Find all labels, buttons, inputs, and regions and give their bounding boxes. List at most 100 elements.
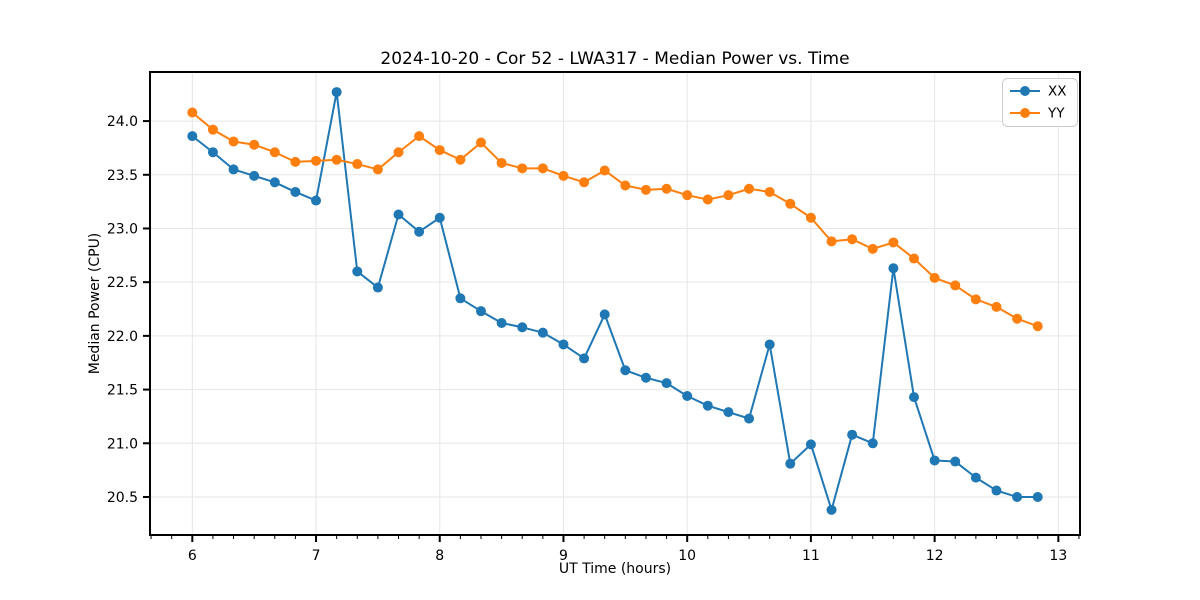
legend-label-xx: XX — [1048, 84, 1067, 100]
data-point-xx — [970, 472, 981, 483]
data-point-yy — [414, 131, 425, 142]
axes-frame — [149, 71, 1081, 536]
y-tick-label: 20.5 — [107, 490, 138, 506]
x-tick-label: 8 — [435, 548, 444, 564]
data-point-yy — [187, 107, 198, 118]
y-tick-label: 22.0 — [107, 329, 138, 345]
data-point-xx — [950, 456, 961, 467]
data-point-xx — [991, 485, 1002, 496]
data-point-xx — [372, 282, 383, 293]
data-point-xx — [661, 378, 672, 389]
data-point-xx — [475, 306, 486, 317]
data-point-yy — [867, 243, 878, 254]
data-point-xx — [764, 339, 775, 350]
data-point-xx — [187, 131, 198, 142]
data-point-xx — [847, 429, 858, 440]
data-point-xx — [929, 455, 940, 466]
x-tick-label: 10 — [678, 548, 696, 564]
data-point-yy — [290, 156, 301, 167]
data-point-yy — [496, 157, 507, 168]
y-tick-label: 24.0 — [107, 114, 138, 130]
data-point-xx — [785, 458, 796, 469]
grid-layer — [150, 72, 1080, 535]
data-point-yy — [434, 145, 445, 156]
data-point-yy — [991, 301, 1002, 312]
x-tick-label: 6 — [188, 548, 197, 564]
data-point-yy — [620, 180, 631, 191]
x-tick-label: 7 — [312, 548, 321, 564]
data-point-yy — [970, 294, 981, 305]
data-point-xx — [331, 87, 342, 98]
legend-marker-xx — [1020, 86, 1030, 96]
data-point-yy — [764, 186, 775, 197]
data-point-yy — [269, 147, 280, 158]
data-point-yy — [228, 136, 239, 147]
data-point-xx — [228, 164, 239, 175]
data-point-yy — [372, 164, 383, 175]
chart-title: 2024-10-20 - Cor 52 - LWA317 - Median Po… — [380, 49, 849, 69]
data-point-yy — [393, 147, 404, 158]
data-point-yy — [909, 253, 920, 264]
y-tick-label: 23.5 — [107, 168, 138, 184]
data-point-yy — [331, 154, 342, 165]
data-point-xx — [414, 226, 425, 237]
data-point-xx — [434, 212, 445, 223]
data-point-xx — [867, 438, 878, 449]
data-point-xx — [640, 372, 651, 383]
data-point-xx — [558, 339, 569, 350]
data-point-xx — [290, 186, 301, 197]
data-point-yy — [558, 170, 569, 181]
data-point-yy — [805, 212, 816, 223]
series-line-yy — [191, 111, 1039, 328]
data-point-yy — [744, 183, 755, 194]
data-point-yy — [785, 198, 796, 209]
data-point-yy — [599, 165, 610, 176]
data-point-xx — [909, 392, 920, 403]
data-point-xx — [826, 504, 837, 515]
data-point-yy — [352, 159, 363, 170]
legend-marker-yy — [1020, 108, 1030, 118]
data-point-xx — [207, 147, 218, 158]
x-axis-label: UT Time (hours) — [559, 561, 671, 577]
data-point-yy — [847, 234, 858, 245]
x-tick-label: 13 — [1049, 548, 1067, 564]
data-point-yy — [455, 154, 466, 165]
data-point-xx — [393, 209, 404, 220]
data-point-xx — [537, 327, 548, 338]
data-point-xx — [269, 177, 280, 188]
data-point-xx — [249, 170, 260, 181]
data-point-xx — [455, 293, 466, 304]
data-point-xx — [599, 309, 610, 320]
series-layer — [187, 87, 1043, 515]
y-axis-label: Median Power (CPU) — [87, 233, 103, 375]
data-point-xx — [888, 263, 899, 274]
data-point-yy — [682, 190, 693, 201]
y-tick-label: 21.5 — [107, 383, 138, 399]
x-tick-label: 12 — [926, 548, 944, 564]
data-point-yy — [207, 124, 218, 135]
data-point-xx — [517, 322, 528, 333]
tick-layer: 6 7 8 9 10 11 12 13 20.5 21.0 21.5 22.0 22.5 23.0 23.5… — [107, 114, 1080, 564]
data-point-yy — [702, 194, 713, 205]
data-point-yy — [723, 190, 734, 201]
y-tick-label: 22.5 — [107, 275, 138, 291]
x-tick-label: 11 — [802, 548, 820, 564]
data-point-yy — [311, 155, 322, 166]
data-point-yy — [579, 177, 590, 188]
data-point-xx — [1012, 491, 1023, 502]
data-point-yy — [661, 183, 672, 194]
data-point-yy — [537, 163, 548, 174]
data-point-yy — [950, 280, 961, 291]
legend-label-yy: YY — [1047, 106, 1065, 122]
data-point-yy — [640, 184, 651, 195]
y-tick-label: 21.0 — [107, 436, 138, 452]
series-line-xx — [191, 91, 1039, 511]
data-point-yy — [475, 137, 486, 148]
x-tick-label: 9 — [559, 548, 568, 564]
data-point-yy — [929, 272, 940, 283]
data-point-xx — [723, 407, 734, 418]
data-point-xx — [744, 413, 755, 424]
data-point-xx — [682, 391, 693, 402]
data-point-xx — [1032, 491, 1043, 502]
